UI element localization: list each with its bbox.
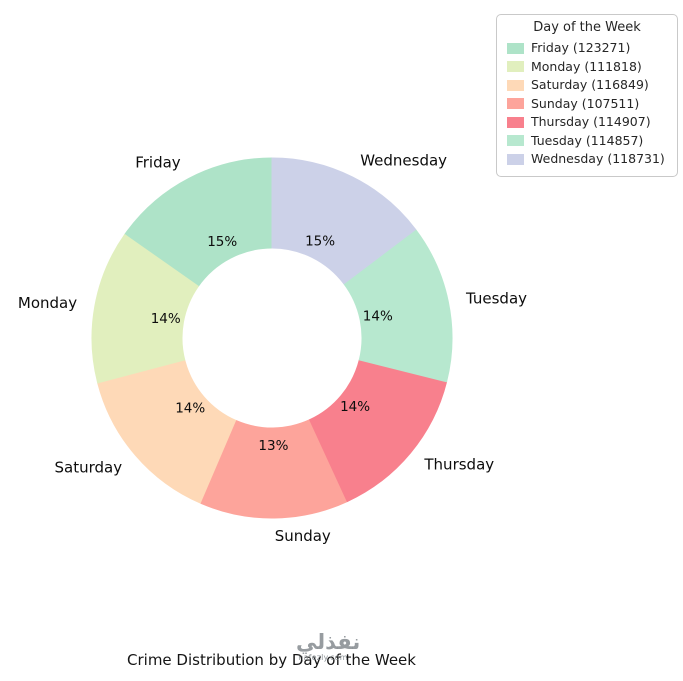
legend-label-tuesday: Tuesday (114857): [531, 132, 644, 148]
pie-slice-monday: [91, 234, 199, 385]
wedge-label-tuesday: Tuesday: [465, 290, 527, 308]
legend-label-wednesday: Wednesday (118731): [531, 151, 665, 166]
legend-label-thursday: Thursday (114907): [531, 114, 651, 129]
pie-slice-friday: [124, 157, 273, 287]
legend-swatch-friday: [507, 42, 524, 54]
wedge-label-thursday: Thursday: [423, 455, 494, 473]
wedge-label-sunday: Sunday: [275, 527, 331, 545]
legend-label-monday: Monday (111818): [531, 58, 642, 74]
chart-title: Crime Distribution by Day of the Week: [127, 651, 416, 669]
legend-item-wednesday: Wednesday (118731): [505, 150, 669, 169]
legend-label-sunday: Sunday (107511): [531, 95, 640, 111]
legend-item-saturday: Saturday (116849): [505, 76, 669, 95]
wedge-label-saturday: Saturday: [54, 458, 122, 476]
legend-item-monday: Monday (111818): [505, 58, 669, 77]
pct-label-wednesday: 15%: [305, 233, 335, 249]
legend-title: Day of the Week: [533, 20, 641, 35]
legend-item-thursday: Thursday (114907): [505, 113, 669, 132]
pct-label-tuesday: 14%: [363, 309, 393, 325]
legend-swatch-monday: [507, 61, 524, 73]
pct-label-sunday: 13%: [258, 438, 288, 454]
pct-label-thursday: 14%: [340, 399, 370, 415]
wedge-label-friday: Friday: [135, 153, 181, 171]
legend-swatch-tuesday: [507, 135, 524, 147]
legend-label-saturday: Saturday (116849): [531, 77, 649, 92]
pct-label-saturday: 14%: [175, 401, 205, 417]
legend-item-friday: Friday (123271): [505, 39, 669, 58]
legend-swatch-thursday: [507, 116, 524, 128]
legend: Day of the Week Friday (123271) Monday (…: [496, 14, 678, 177]
legend-swatch-sunday: [507, 98, 524, 110]
legend-item-sunday: Sunday (107511): [505, 95, 669, 114]
legend-swatch-wednesday: [507, 153, 524, 165]
legend-swatch-saturday: [507, 79, 524, 91]
legend-label-friday: Friday (123271): [531, 40, 631, 55]
pct-label-friday: 15%: [207, 234, 237, 250]
pie-slice-wednesday: [271, 157, 417, 285]
legend-item-tuesday: Tuesday (114857): [505, 132, 669, 151]
wedge-label-monday: Monday: [18, 294, 77, 312]
wedge-label-wednesday: Wednesday: [360, 152, 447, 170]
pct-label-monday: 14%: [151, 311, 181, 327]
